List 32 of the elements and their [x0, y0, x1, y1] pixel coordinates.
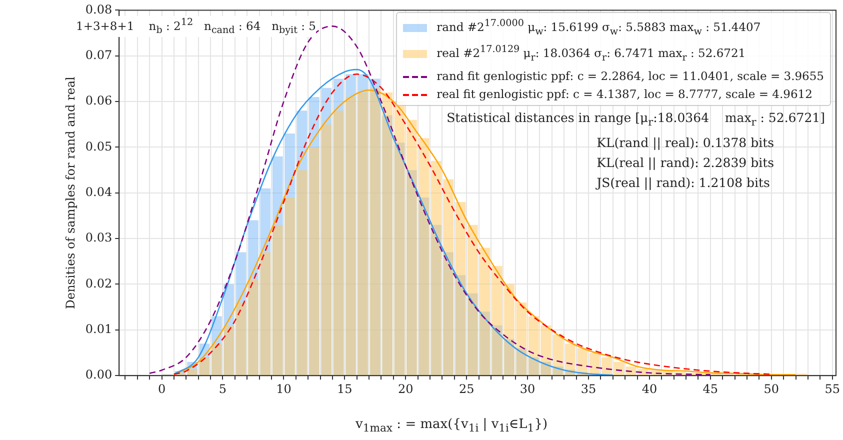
x-tick-label: 30	[520, 382, 536, 396]
annotation: JS(real || rand): 1.2108 bits	[594, 174, 771, 192]
text: rand #2$^{17.0000}$ μ$_{w}$: 15.6199 σ$_{w}$: 5.5883 max$_{w}$ : 51.4407	[436, 18, 761, 38]
legend-label: real fit genlogistic ppf: c = 4.1387, loc = 8.7777, scale = 4.9612	[436, 87, 812, 102]
x-tick-label: 0	[158, 382, 166, 396]
annotation: Statistical distances in range [μ$_{r}$:18.0364 max$_{r}$ : 52.6721]	[446, 109, 825, 130]
y-tick-label: 0.03	[85, 230, 112, 245]
y-tick-label: 0.00	[85, 368, 112, 382]
x-tick-label: 45	[702, 382, 718, 396]
x-tick-label: 25	[458, 382, 474, 396]
y-tick-label: 0.04	[85, 185, 112, 200]
legend-label: rand fit genlogistic ppf: c = 2.2864, loc = 11.0401, scale = 3.9655	[436, 69, 824, 84]
x-tick-label: 15	[337, 382, 352, 396]
x-tick-label: 40	[642, 382, 658, 396]
x-tick-label: 20	[398, 382, 414, 396]
y-axis-title: Densities of samples for rand and real	[63, 76, 78, 310]
x-tick-label: 50	[764, 382, 780, 396]
y-tick-label: 0.02	[85, 276, 112, 290]
text: real #2$^{17.0129}$ μ$_{r}$: 18.0364 σ$_{r}$: 6.7471 max$_{r}$ : 52.6721	[436, 44, 746, 64]
annotation: KL(real || rand): 2.2839 bits	[596, 154, 776, 172]
y-tick-label: 0.07	[85, 48, 112, 62]
x-tick-label: 55	[824, 382, 840, 396]
text: v$_{1max}$ : = max({v$_{1i}$ | v$_{1i}$∈L$_{1}$})	[355, 417, 548, 435]
y-tick-label: 0.05	[85, 139, 112, 154]
x-tick-label: 35	[580, 382, 596, 396]
x-tick-label: 5	[218, 382, 227, 396]
text: 1+3+8+1 n$_{b}$ : 2$^{12}$ n$_{cand}$ : 64 n$_{byit}$ : 5	[76, 17, 316, 36]
y-tick-label: 0.01	[85, 322, 112, 336]
annotation: KL(rand || real): 0.1378 bits	[596, 134, 776, 152]
y-tick-label: 0.06	[85, 94, 112, 108]
x-tick-label: 10	[276, 382, 292, 396]
y-tick-label: 0.08	[85, 2, 112, 16]
